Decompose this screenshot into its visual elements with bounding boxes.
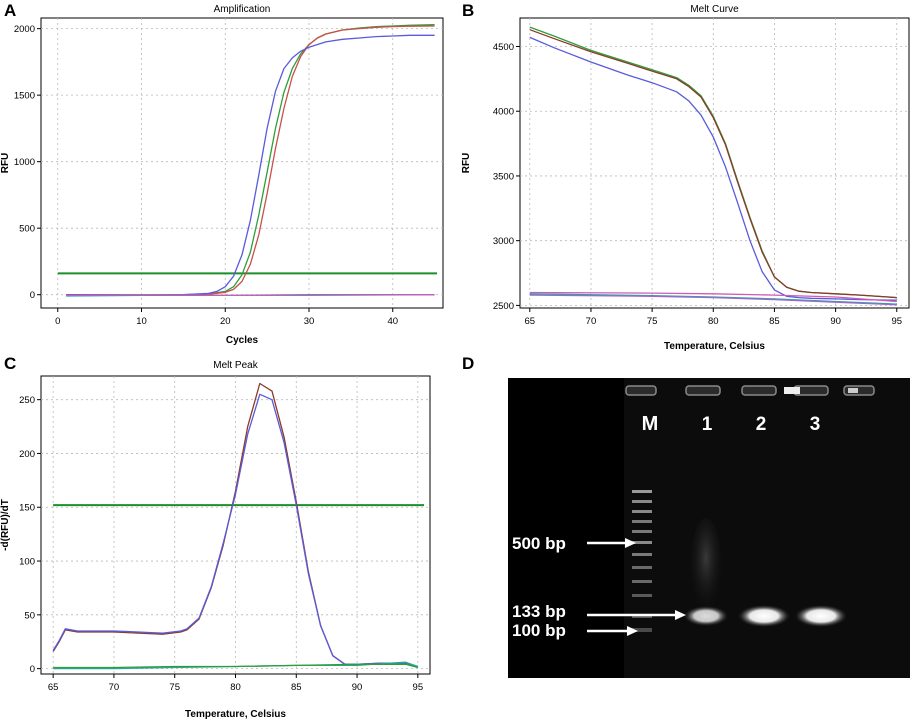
panel-label-a: A bbox=[4, 1, 17, 20]
well bbox=[625, 385, 657, 396]
x-tick-label: 85 bbox=[291, 682, 302, 693]
panel-label-c: C bbox=[4, 354, 17, 373]
y-tick-label: 0 bbox=[30, 664, 35, 675]
y-tick-label: 4500 bbox=[493, 42, 514, 53]
y-tick-label: 3500 bbox=[493, 171, 514, 182]
y-axis-label: RFU bbox=[0, 153, 11, 174]
ladder-band bbox=[632, 541, 652, 544]
x-tick-label: 65 bbox=[524, 316, 535, 327]
x-tick-label: 40 bbox=[387, 316, 398, 327]
y-tick-label: 150 bbox=[19, 503, 35, 514]
y-axis-label: -d(RFU)/dT bbox=[0, 499, 11, 551]
plot-area bbox=[40, 375, 431, 675]
x-tick-label: 95 bbox=[891, 316, 902, 327]
y-tick-label: 1500 bbox=[14, 91, 35, 102]
band-lane-3 bbox=[795, 605, 847, 627]
arrowhead-100bp bbox=[627, 626, 638, 636]
ladder-band bbox=[632, 530, 652, 533]
y-tick-label: 250 bbox=[19, 395, 35, 406]
y-tick-label: 3000 bbox=[493, 236, 514, 247]
series-line bbox=[529, 29, 897, 299]
y-tick-label: 2500 bbox=[493, 301, 514, 312]
well bbox=[685, 385, 721, 396]
series-line bbox=[66, 34, 435, 296]
plot-area bbox=[40, 17, 444, 309]
arrowhead-133bp bbox=[675, 610, 686, 620]
series-line bbox=[66, 25, 435, 296]
size-label-133bp: 133 bp bbox=[512, 602, 566, 621]
series-line bbox=[66, 294, 435, 297]
x-tick-label: 10 bbox=[136, 316, 147, 327]
series-line bbox=[529, 291, 897, 303]
gel-wells bbox=[625, 385, 875, 396]
well bbox=[741, 385, 777, 396]
series-line bbox=[529, 36, 897, 301]
ladder-band bbox=[632, 553, 652, 556]
x-tick-label: 20 bbox=[220, 316, 231, 327]
x-tick-label: 30 bbox=[304, 316, 315, 327]
amplification-chart: Amplification 0 10 20 30 40 0 500 1000 1500 2000 Cy… bbox=[0, 4, 444, 346]
x-tick-label: 75 bbox=[647, 316, 658, 327]
panel-label-d: D bbox=[462, 354, 475, 373]
size-label-100bp: 100 bp bbox=[512, 621, 566, 640]
series-line bbox=[52, 393, 418, 668]
x-tick-label: 95 bbox=[413, 682, 424, 693]
ladder-band bbox=[632, 628, 652, 632]
y-tick-label: 1000 bbox=[14, 157, 35, 168]
gel-panel: M 1 2 3 500 bp 133 bp bbox=[508, 378, 910, 678]
lane-label-3: 3 bbox=[810, 414, 821, 435]
x-axis-label: Cycles bbox=[226, 335, 259, 346]
chart-title: Melt Curve bbox=[690, 4, 739, 15]
x-tick-label: 85 bbox=[769, 316, 780, 327]
x-tick-label: 65 bbox=[48, 682, 59, 693]
gel-image: M 1 2 3 500 bp 133 bp bbox=[508, 378, 910, 678]
x-tick-label: 70 bbox=[109, 682, 120, 693]
chart-title: Amplification bbox=[214, 4, 271, 15]
x-tick-label: 0 bbox=[55, 316, 60, 327]
x-tick-label: 80 bbox=[708, 316, 719, 327]
lane-label-1: 1 bbox=[702, 414, 713, 435]
ladder-band bbox=[632, 520, 652, 523]
series-line bbox=[53, 663, 418, 669]
x-axis-label: Temperature, Celsius bbox=[664, 341, 765, 352]
gel-background bbox=[508, 378, 624, 678]
y-tick-label: 100 bbox=[19, 557, 35, 568]
y-axis-label: RFU bbox=[461, 153, 472, 174]
x-axis-label: Temperature, Celsius bbox=[185, 709, 286, 720]
y-tick-label: 200 bbox=[19, 449, 35, 460]
arrowhead-500bp bbox=[625, 538, 636, 548]
ladder-band bbox=[632, 580, 652, 583]
melt-curve-chart: Melt Curve 65 70 75 80 85 90 95 2500 3000 3500 4000… bbox=[461, 4, 910, 352]
band-lane-1 bbox=[684, 606, 728, 626]
lane-label-2: 2 bbox=[756, 414, 767, 435]
lane-label-m: M bbox=[642, 413, 659, 435]
panel-label-b: B bbox=[462, 1, 475, 20]
plot-area bbox=[519, 17, 910, 309]
x-tick-label: 90 bbox=[830, 316, 841, 327]
y-tick-label: 4000 bbox=[493, 107, 514, 118]
y-tick-label: 50 bbox=[24, 610, 35, 621]
melt-peak-chart: Melt Peak 65 70 75 80 85 90 95 0 50 100 150 200 250 Te… bbox=[0, 360, 431, 720]
size-label-500bp: 500 bp bbox=[512, 534, 566, 553]
ladder-band bbox=[632, 510, 652, 513]
well-glow bbox=[784, 387, 800, 394]
y-tick-label: 2000 bbox=[14, 24, 35, 35]
y-tick-label: 0 bbox=[30, 290, 35, 301]
series-line bbox=[529, 294, 897, 306]
x-tick-label: 70 bbox=[586, 316, 597, 327]
chart-title: Melt Peak bbox=[213, 360, 258, 371]
x-tick-label: 75 bbox=[169, 682, 180, 693]
y-tick-label: 500 bbox=[19, 224, 35, 235]
x-tick-label: 90 bbox=[352, 682, 363, 693]
lane-1-smear bbox=[690, 518, 722, 618]
ladder-band bbox=[632, 566, 652, 569]
well-glow bbox=[848, 388, 858, 393]
ladder-band bbox=[632, 490, 652, 493]
x-tick-label: 80 bbox=[230, 682, 241, 693]
band-lane-2 bbox=[738, 605, 790, 627]
ladder-band bbox=[632, 500, 652, 503]
ladder-band bbox=[632, 594, 652, 597]
